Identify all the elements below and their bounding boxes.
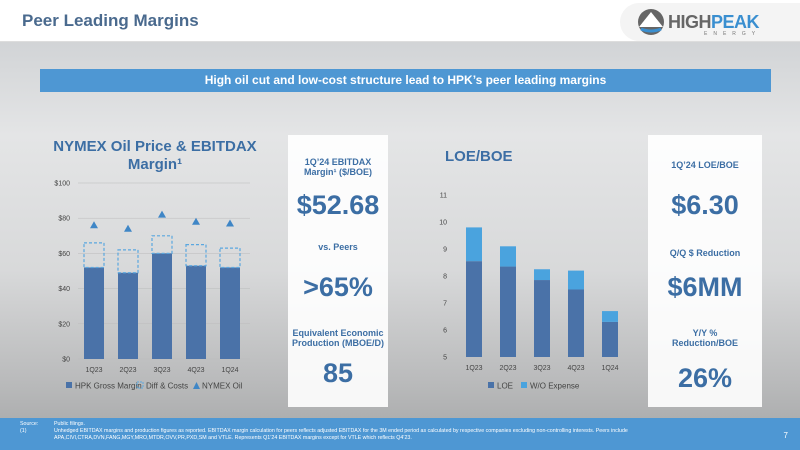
y-tick-label: 9 — [443, 247, 447, 254]
x-tick-label: 1Q23 — [465, 365, 482, 372]
ebitdax-margin-label: 1Q’24 EBITDAX Margin¹ ($/BOE) — [303, 157, 372, 177]
wo-expense-bar — [602, 311, 618, 322]
diff-costs-bar — [151, 235, 173, 255]
vs-peers-value: >65% — [303, 272, 373, 302]
wo-expense-bar — [500, 246, 516, 267]
footnote-line1: Unhedged EBITDAX margins and production … — [54, 428, 628, 434]
y-tick-label: $40 — [58, 286, 70, 293]
yy-reduction-label: Y/Y % Reduction/BOE — [671, 328, 738, 348]
source-key: Source: — [20, 421, 39, 427]
yy-reduction-value: 26% — [677, 363, 733, 393]
x-tick-label: 3Q23 — [153, 367, 170, 374]
page-number: 7 — [783, 431, 788, 440]
diff-costs-bar — [83, 242, 105, 269]
y-tick-label: 6 — [443, 328, 447, 335]
loe-bar — [500, 266, 516, 357]
nymex-oil-marker — [124, 224, 132, 232]
x-tick-label: 4Q23 — [567, 365, 584, 372]
vs-peers-label: vs. Peers — [318, 242, 358, 252]
y-tick-label: $100 — [54, 181, 70, 188]
y-tick-label: $0 — [62, 357, 70, 364]
legend-label: Diff & Costs — [146, 382, 188, 391]
x-tick-label: 4Q23 — [187, 367, 204, 374]
logo-text: HIGHPEAK — [668, 11, 760, 32]
wo-expense-bar — [466, 227, 482, 262]
loe-bar — [466, 261, 482, 357]
legend-label: HPK Gross Margin — [75, 382, 142, 391]
x-tick-label: 1Q23 — [85, 367, 102, 374]
nymex-oil-marker — [158, 210, 166, 218]
diff-costs-bar — [185, 244, 207, 267]
diff-costs-bar — [219, 247, 241, 269]
oil-chart-title: NYMEX Oil Price & EBITDAX Margin¹ — [53, 138, 257, 173]
gross-margin-bar — [220, 267, 240, 359]
legend-swatch-nymex-oil — [193, 382, 200, 389]
mountain-logo-icon — [638, 9, 664, 35]
footnote-key: (1) — [20, 428, 27, 434]
y-tick-label: 8 — [443, 274, 447, 281]
x-tick-label: 1Q24 — [601, 365, 618, 372]
y-tick-label: 11 — [440, 193, 447, 200]
loe-bar — [534, 280, 550, 357]
legend-swatch-gross-margin — [66, 382, 72, 388]
x-tick-label: 1Q24 — [221, 367, 238, 374]
gross-margin-bar — [84, 267, 104, 359]
nymex-oil-marker — [226, 219, 234, 227]
legend-label: NYMEX Oil — [202, 382, 243, 391]
loe-label: 1Q’24 LOE/BOE — [671, 160, 739, 170]
ebitdax-margin-value: $52.68 — [296, 190, 380, 220]
production-value: 85 — [322, 358, 354, 388]
y-tick-label: 10 — [439, 220, 447, 227]
source-text: Public filings. — [54, 421, 85, 427]
production-label: Equivalent Economic Production (MBOE/D) — [292, 328, 384, 348]
legend-swatch — [488, 382, 494, 388]
y-tick-label: 7 — [443, 301, 447, 308]
loe-bar — [568, 289, 584, 357]
diff-costs-bar — [117, 249, 139, 274]
nymex-oil-marker — [192, 217, 200, 225]
x-tick-label: 2Q23 — [119, 367, 136, 374]
x-tick-label: 3Q23 — [533, 365, 550, 372]
footnote-line2: APA,CIVI,CTRA,DVN,FANG,MGY,MRO,MTDR,OVV,… — [54, 435, 412, 441]
ebitdax-stats-card: 1Q’24 EBITDAX Margin¹ ($/BOE) $52.68 vs.… — [288, 135, 388, 407]
y-tick-label: $60 — [58, 251, 70, 258]
y-tick-label: $80 — [58, 216, 70, 223]
logo-subtext: ENERGY — [704, 31, 762, 37]
page-title: Peer Leading Margins — [22, 11, 199, 30]
loe-stats-card: 1Q’24 LOE/BOE $6.30 Q/Q $ Reduction $6MM… — [648, 135, 762, 407]
gross-margin-bar — [118, 272, 138, 359]
legend-swatch-diff-costs — [136, 381, 144, 389]
x-tick-label: 2Q23 — [499, 365, 516, 372]
qq-reduction-value: $6MM — [667, 272, 743, 302]
headline-banner: High oil cut and low-cost structure lead… — [40, 69, 771, 92]
footer: Source: Public filings. (1) Unhedged EBITD… — [0, 418, 800, 450]
company-logo: HIGHPEAK ENERGY — [620, 3, 800, 41]
wo-expense-bar — [568, 270, 584, 290]
gross-margin-bar — [186, 265, 206, 359]
loe-chart-title: LOE/BOE — [445, 148, 513, 165]
legend-label: W/O Expense — [530, 382, 580, 391]
legend-swatch — [521, 382, 527, 388]
y-tick-label: 5 — [443, 355, 447, 362]
loe-value: $6.30 — [671, 190, 739, 220]
legend-label: LOE — [497, 382, 513, 391]
wo-expense-bar — [534, 269, 550, 281]
gross-margin-bar — [152, 253, 172, 359]
header: Peer Leading Margins HIGHPEAK ENERGY — [0, 0, 800, 42]
qq-reduction-label: Q/Q $ Reduction — [669, 248, 741, 258]
loe-bar — [602, 321, 618, 357]
y-tick-label: $20 — [58, 321, 70, 328]
nymex-oil-marker — [90, 221, 98, 229]
